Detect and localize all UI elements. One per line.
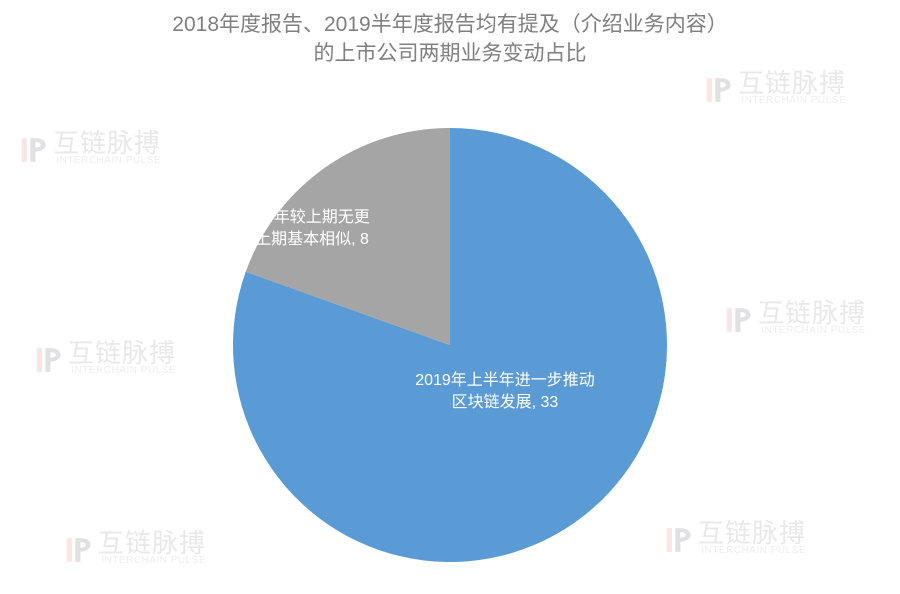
pie-chart-container: 2018年度报告、2019半年度报告均有提及（介绍业务内容）的上市公司两期业务变… xyxy=(0,0,900,594)
pie-svg xyxy=(0,0,900,594)
